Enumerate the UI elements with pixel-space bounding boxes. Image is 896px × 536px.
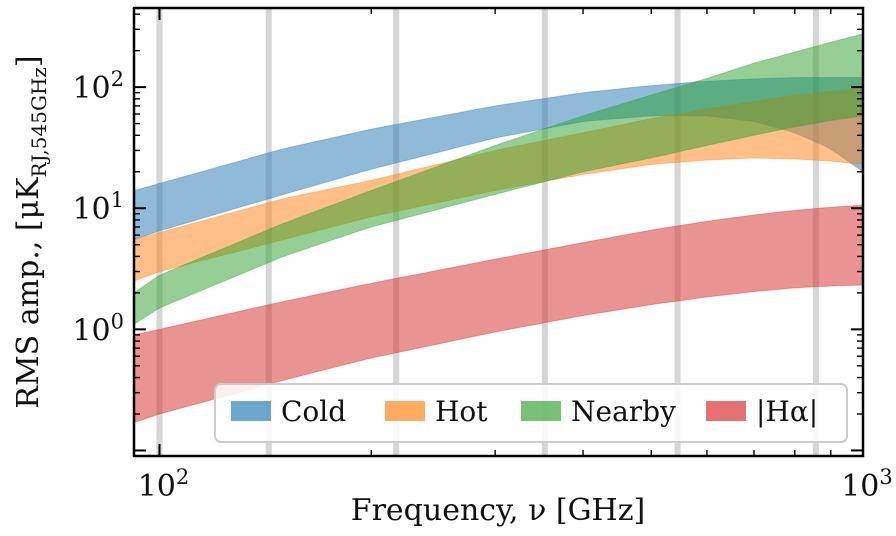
legend-swatch-halpha [706,401,746,421]
legend: Cold Hot Nearby |Hα| [214,383,848,443]
legend-swatch-cold [231,401,271,421]
y-axis-label-close: ] [11,55,46,67]
y-tick-label-1-exponent: 1 [111,188,124,212]
y-tick-label-2: 102 [72,67,124,106]
x-tick-label-3-exponent: 3 [879,465,892,489]
bands [134,33,863,424]
legend-swatch-hot [385,401,425,421]
y-tick-label-0-exponent: 0 [111,309,124,333]
legend-label-cold: Cold [281,395,346,428]
y-axis-label: RMS amp., [μKRJ,545GHz] [11,55,51,408]
y-tick-label-2-base: 10 [72,71,110,106]
y-axis-label-main: RMS amp., [μK [11,177,46,409]
y-axis-label-subscript: RJ,545GHz [27,67,51,177]
y-tick-label-1: 101 [72,188,124,227]
x-tick-label-2-base: 10 [138,469,176,504]
plot-frame [132,6,865,458]
y-tick-label-2-exponent: 2 [111,67,124,91]
band-h [134,204,863,424]
band-nearby [134,33,863,325]
x-tick-label-3-base: 10 [841,469,879,504]
legend-label-halpha: |Hα| [756,395,818,428]
legend-label-hot: Hot [435,395,488,428]
y-tick-label-1-base: 10 [72,192,110,227]
x-tick-label-3: 103 [841,465,893,504]
x-tick-label-2-exponent: 2 [176,465,189,489]
x-axis-label: Frequency, ν [GHz] [351,493,645,528]
x-tick-label-2: 102 [138,465,190,504]
legend-label-nearby: Nearby [571,395,676,428]
y-tick-label-0: 100 [72,309,124,348]
legend-swatch-nearby [521,401,561,421]
y-tick-label-0-base: 10 [72,313,110,348]
